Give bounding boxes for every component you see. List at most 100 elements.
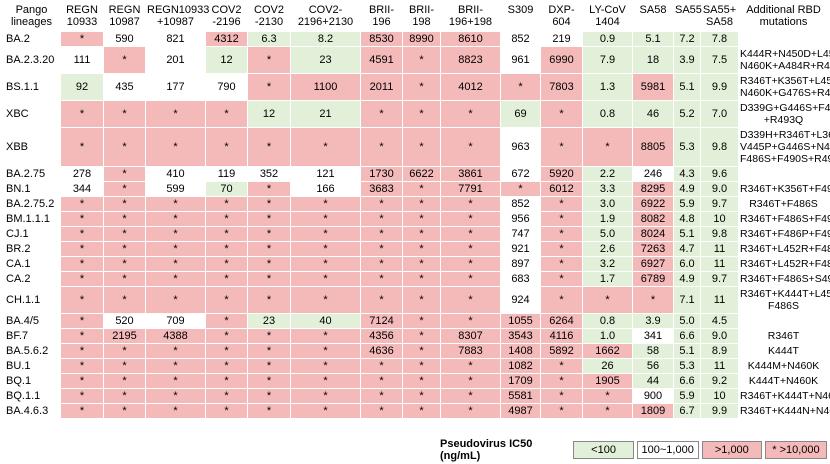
ic50-cell: * [402, 196, 441, 212]
ic50-cell: 599 [145, 181, 206, 197]
column-header: Additional RBD mutations [738, 2, 829, 32]
ic50-cell: 12 [205, 46, 248, 74]
table-row: BA.2.75.2 * * * * * * * * * 852 * 3.0 6922 5.9 9.7 R346T… [2, 196, 829, 212]
ic50-cell: * [60, 211, 104, 227]
ic50-cell: 7791 [440, 181, 501, 197]
ic50-cell: * [247, 241, 291, 257]
ic50-cell: 410 [145, 166, 206, 182]
ic50-cell: * [290, 328, 361, 344]
ic50-cell: * [402, 127, 441, 167]
ic50-cell: 3683 [360, 181, 403, 197]
ic50-cell: * [205, 127, 248, 167]
ic50-cell: * [205, 328, 248, 344]
ic50-cell: * [402, 343, 441, 359]
ic50-cell: * [205, 286, 248, 314]
ic50-cell: 0.8 [582, 313, 633, 329]
column-header: REGN 10987 [103, 2, 146, 32]
mutation-cell: R346T+K444N+N460K [738, 403, 830, 419]
ic50-cell: * [440, 196, 501, 212]
table-row: XBB * * * * * * * * * 963 * * 8805 5.3 9.8 D339H+R346T+L… [2, 127, 830, 167]
lineage-cell: BS.1.1 [2, 73, 61, 101]
table-row: BF.7 * 2195 4388 * * * 4356 * 8307 3543 4116 1.0 341 6… [2, 328, 829, 344]
ic50-cell: * [60, 31, 104, 47]
ic50-cell: * [60, 403, 104, 419]
mutation-cell: R346T+F486S [738, 196, 829, 212]
ic50-cell: * [247, 373, 291, 389]
table-row: CA.2 * * * * * * * * * 683 * 1.7 6789 4.9 9.7 R346T+F486… [2, 271, 830, 287]
ic50-cell: * [145, 256, 206, 272]
ic50-cell: 246 [632, 166, 674, 182]
mutation-cell [738, 31, 829, 47]
ic50-cell: * [60, 358, 104, 374]
ic50-cell: 10 [700, 211, 739, 227]
mutation-cell [738, 313, 829, 329]
lineage-cell: CH.1.1 [2, 286, 61, 314]
ic50-cell: * [145, 241, 206, 257]
ic50-cell: 9.8 [700, 127, 739, 167]
ic50-cell: 1709 [500, 373, 541, 389]
ic50-cell: * [290, 241, 361, 257]
ic50-cell: 3861 [440, 166, 501, 182]
ic50-cell: * [145, 343, 206, 359]
ic50-cell: 9.2 [700, 373, 739, 389]
ic50-cell: * [60, 256, 104, 272]
ic50-cell: * [540, 286, 583, 314]
ic50-cell: 1.0 [582, 328, 633, 344]
ic50-cell: * [103, 241, 146, 257]
mutation-cell: R346T+K356T+F490S [738, 181, 830, 197]
ic50-cell: * [440, 241, 501, 257]
ic50-cell: * [402, 328, 441, 344]
ic50-cell: 4012 [440, 73, 501, 101]
ic50-cell: 1055 [500, 313, 541, 329]
ic50-cell: 6.7 [673, 403, 701, 419]
ic50-cell: * [60, 100, 104, 128]
ic50-cell: 69 [500, 100, 541, 128]
ic50-cell: 40 [290, 313, 361, 329]
ic50-cell: 5.1 [632, 31, 674, 47]
ic50-cell: * [540, 211, 583, 227]
ic50-cell: 897 [500, 256, 541, 272]
ic50-cell: * [145, 100, 206, 128]
ic50-cell: * [247, 211, 291, 227]
ic50-cell: * [540, 241, 583, 257]
ic50-cell: 8.9 [700, 343, 739, 359]
table-row: CH.1.1 * * * * * * * * * 924 * * * 7.1 11 R346T+K444T+L4… [2, 286, 830, 314]
ic50-cell: * [60, 196, 104, 212]
ic50-cell: * [205, 373, 248, 389]
ic50-cell: 5892 [540, 343, 583, 359]
ic50-cell: * [103, 388, 146, 404]
ic50-cell: * [145, 211, 206, 227]
ic50-cell: 23 [290, 46, 361, 74]
ic50-cell: 7124 [360, 313, 403, 329]
ic50-cell: * [205, 403, 248, 419]
ic50-cell: * [360, 271, 403, 287]
ic50-cell: * [247, 403, 291, 419]
ic50-cell: 344 [60, 181, 104, 197]
lineage-cell: BR.2 [2, 241, 61, 257]
column-header: COV2 -2196 [205, 2, 248, 32]
ic50-cell: * [145, 358, 206, 374]
ic50-cell: * [440, 226, 501, 242]
column-header: REGN10933 +10987 [145, 2, 209, 32]
ic50-cell: 12 [247, 100, 291, 128]
ic50-cell: * [247, 286, 291, 314]
lineage-cell: BA.2.3.20 [2, 46, 61, 74]
ic50-cell: 6.6 [673, 373, 701, 389]
mutation-cell: R346T+F486P+F490S [738, 226, 830, 242]
ic50-cell: * [247, 181, 291, 197]
column-header: DXP- 604 [540, 2, 583, 32]
ic50-cell: * [205, 211, 248, 227]
ic50-cell: * [145, 127, 206, 167]
ic50-cell: 5.9 [673, 196, 701, 212]
ic50-cell: 8307 [440, 328, 501, 344]
lineage-cell: BA.4.6.3 [2, 403, 61, 419]
ic50-cell: 4.9 [673, 271, 701, 287]
ic50-cell: 6.3 [247, 31, 291, 47]
lineage-cell: BA.5.6.2 [2, 343, 61, 359]
ic50-cell: * [60, 328, 104, 344]
ic50-cell: 8823 [440, 46, 501, 74]
ic50-cell: * [402, 241, 441, 257]
ic50-cell: * [402, 358, 441, 374]
ic50-cell: * [205, 358, 248, 374]
lineage-cell: BU.1 [2, 358, 61, 374]
